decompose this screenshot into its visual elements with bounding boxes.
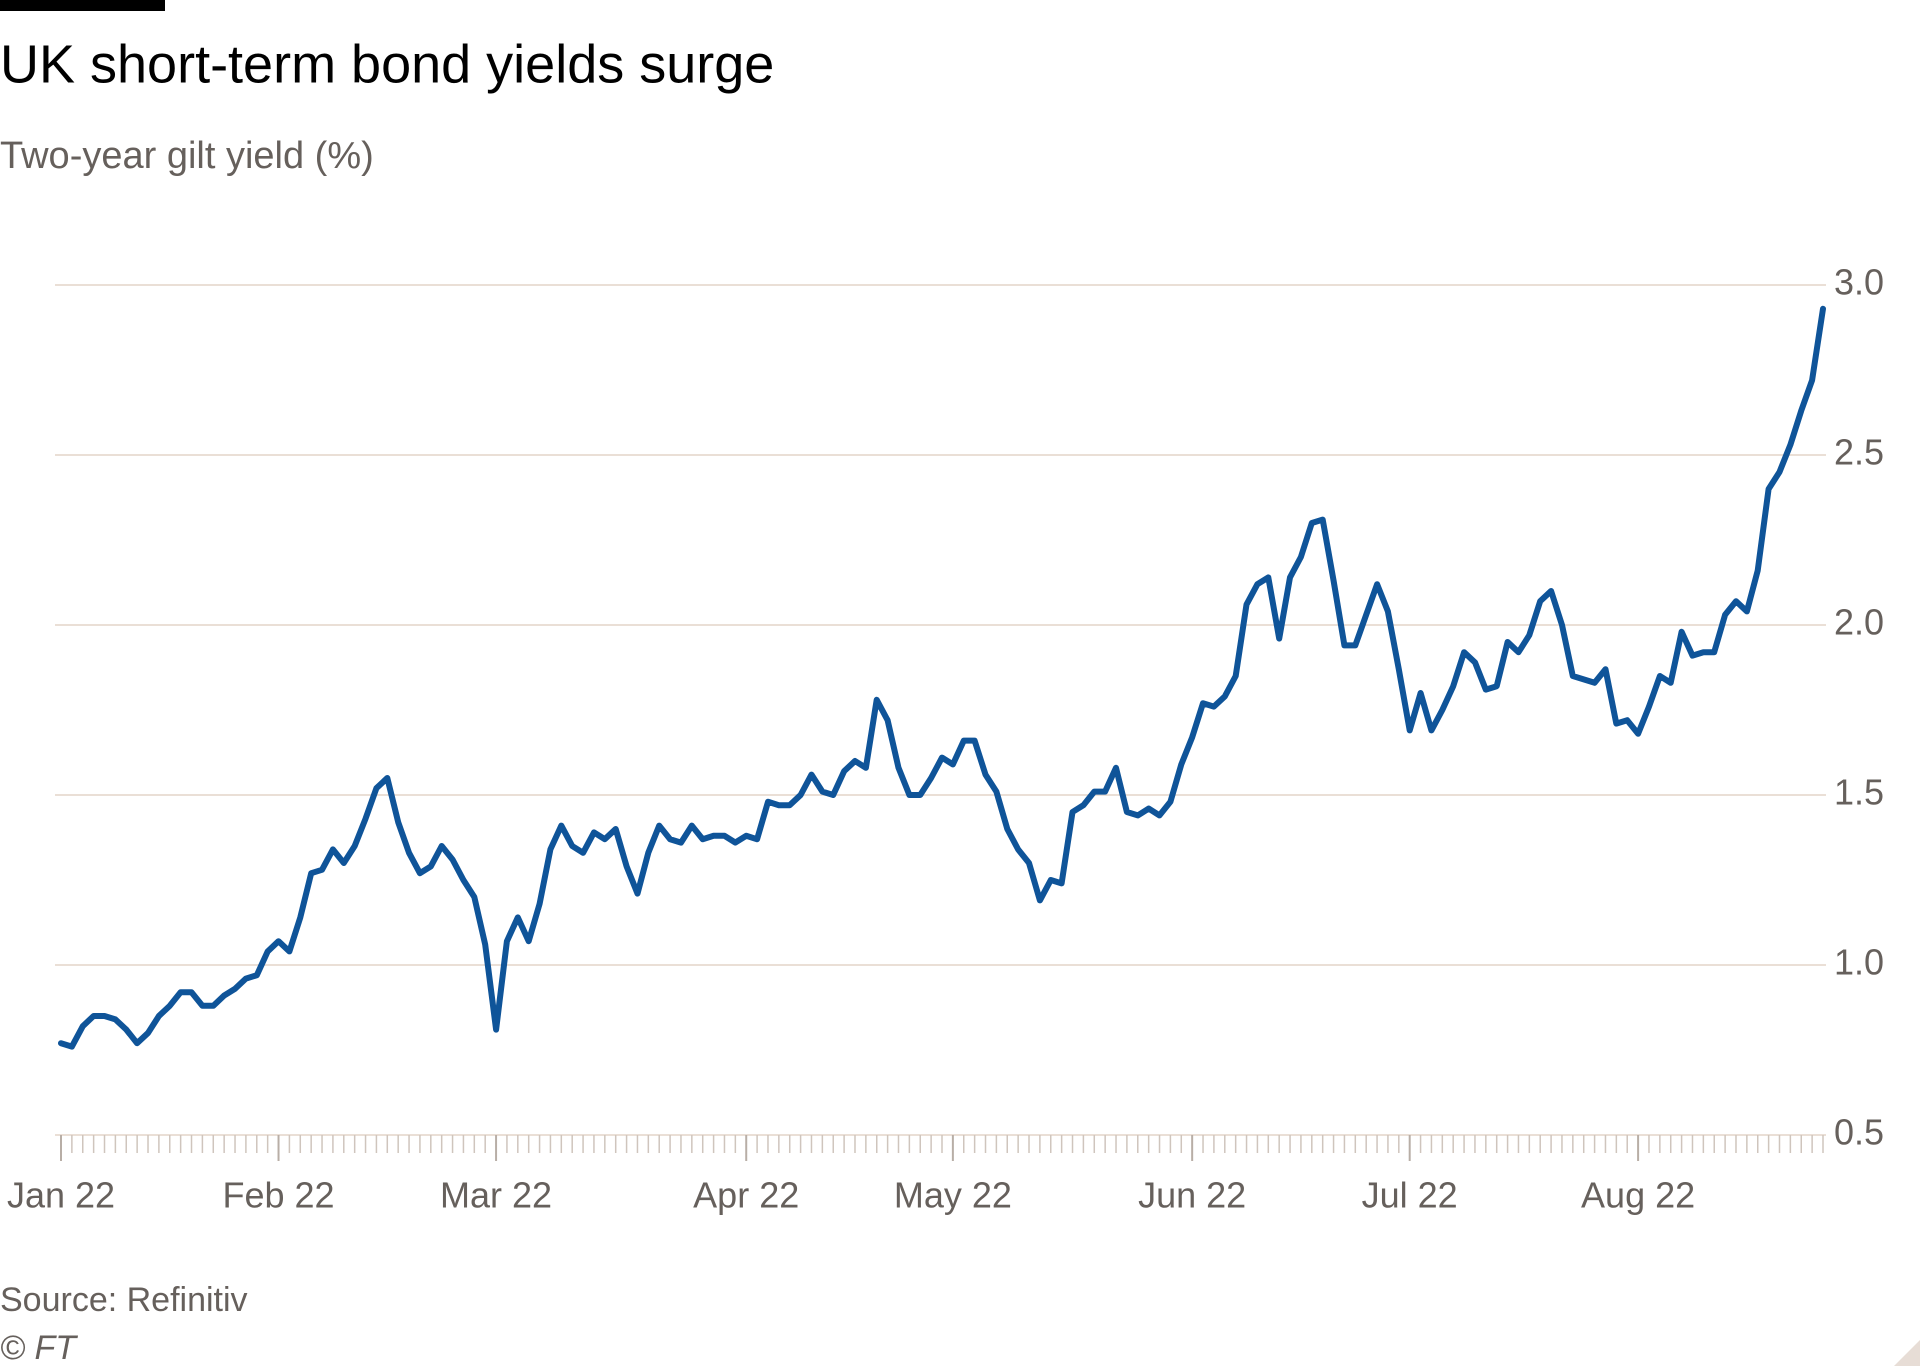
x-tick-label: Jun 22 — [1138, 1175, 1246, 1216]
x-tick-label: Aug 22 — [1581, 1175, 1695, 1216]
brand-bar — [0, 0, 165, 11]
copyright: © FT — [0, 1329, 78, 1367]
x-tick-label: Apr 22 — [693, 1175, 799, 1216]
source: Source: Refinitiv — [0, 1281, 248, 1319]
y-tick-label: 2.5 — [1834, 432, 1884, 473]
x-tick-label: May 22 — [894, 1175, 1012, 1216]
x-tick-label: Feb 22 — [222, 1175, 334, 1216]
y-tick-label: 0.5 — [1834, 1112, 1884, 1153]
x-tick-label: Jul 22 — [1362, 1175, 1458, 1216]
chart-subtitle: Two-year gilt yield (%) — [0, 135, 374, 177]
y-tick-label: 1.5 — [1834, 772, 1884, 813]
y-tick-label: 3.0 — [1834, 262, 1884, 303]
y-tick-label: 1.0 — [1834, 942, 1884, 983]
chart-title: UK short-term bond yields surge — [0, 34, 774, 94]
x-tick-label: Mar 22 — [440, 1175, 552, 1216]
y-tick-label: 2.0 — [1834, 602, 1884, 643]
corner-mark — [1894, 1340, 1920, 1366]
series-line — [58, 305, 1826, 1050]
x-tick-label: Jan 22 — [7, 1175, 115, 1216]
